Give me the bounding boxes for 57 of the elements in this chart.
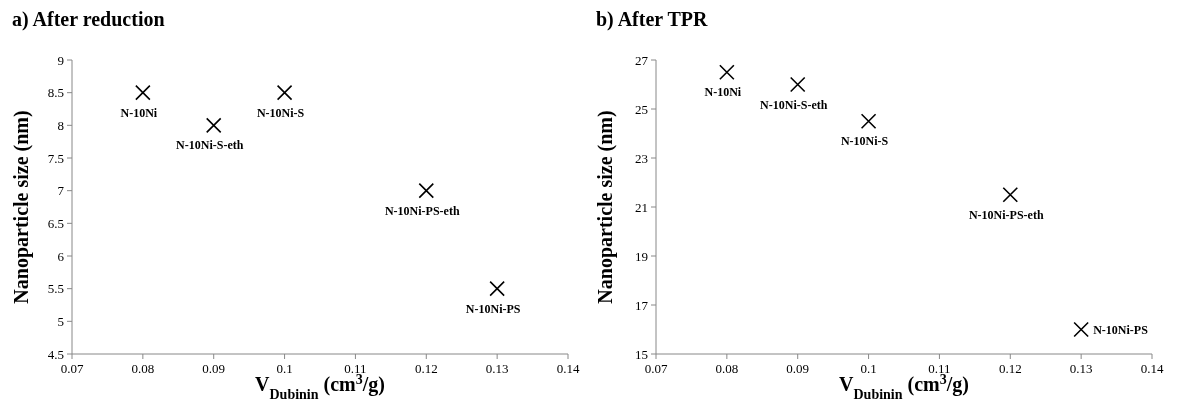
y-axis-title: Nanoparticle size (nm) (10, 110, 33, 304)
x-tick-label: 0.1 (276, 361, 293, 376)
y-tick-label: 8.5 (47, 85, 64, 101)
y-tick-label: 25 (635, 101, 648, 117)
point (418, 182, 435, 199)
y-tick-label: 8 (57, 117, 64, 133)
point (135, 84, 151, 101)
y-tick-label: 4.5 (47, 346, 64, 362)
x-tick-label: 0.13 (485, 361, 509, 376)
annotation: N-10Ni-PS-eth (384, 203, 460, 218)
x-tick-label: 0.12 (998, 361, 1022, 376)
y-tick-label: 6.5 (47, 215, 64, 231)
point (276, 84, 293, 101)
chart-title: a) After reduction (12, 8, 165, 31)
annotation: N-10Ni (120, 105, 158, 120)
y-tick-label: 9 (57, 52, 64, 68)
x-tick-label: 0.14 (1140, 361, 1164, 376)
point (1073, 321, 1089, 338)
y-tick-label: 6 (57, 248, 65, 264)
y-tick-label: 23 (635, 150, 648, 166)
y-tick-label: 7 (57, 183, 65, 199)
point (860, 113, 877, 130)
y-tick-label: 15 (635, 346, 648, 362)
annotation: N-10Ni-S-eth (176, 138, 244, 153)
y-tick-label: 5 (57, 313, 64, 329)
annotation: N-10Ni (704, 85, 742, 100)
x-tick-label: 0.1 (860, 361, 877, 376)
y-tick-label: 21 (635, 199, 648, 215)
x-tick-label: 0.07 (60, 361, 84, 376)
y-tick-label: 7.5 (47, 150, 64, 166)
point (789, 76, 806, 93)
x-tick-label: 0.07 (644, 361, 668, 376)
y-tick-label: 5.5 (47, 281, 64, 297)
annotation: N-10Ni-PS (465, 301, 521, 316)
point (205, 117, 222, 134)
y-axis-title: Nanoparticle size (nm) (594, 110, 617, 304)
point (719, 64, 735, 81)
x-tick-label: 0.12 (414, 361, 438, 376)
x-tick-label: 0.09 (202, 361, 226, 376)
point (489, 280, 505, 297)
x-tick-label: 0.11 (928, 361, 951, 376)
annotation: N-10Ni-PS-eth (968, 207, 1044, 222)
annotation: N-10Ni-S-eth (760, 97, 828, 112)
x-tick-label: 0.09 (786, 361, 810, 376)
annotation: N-10Ni-S (840, 134, 889, 149)
x-tick-label: 0.08 (715, 361, 739, 376)
x-tick-label: 0.13 (1069, 361, 1093, 376)
x-tick-label: 0.14 (556, 361, 580, 376)
y-tick-label: 17 (635, 297, 649, 313)
chart-title: b) After TPR (596, 8, 709, 31)
annotation: N-10Ni-S (256, 105, 305, 120)
x-tick-label: 0.11 (344, 361, 367, 376)
point (1002, 186, 1019, 203)
x-tick-label: 0.08 (131, 361, 155, 376)
annotation: N-10Ni-PS (1093, 322, 1149, 337)
y-tick-label: 27 (635, 52, 649, 68)
y-tick-label: 19 (635, 248, 648, 264)
